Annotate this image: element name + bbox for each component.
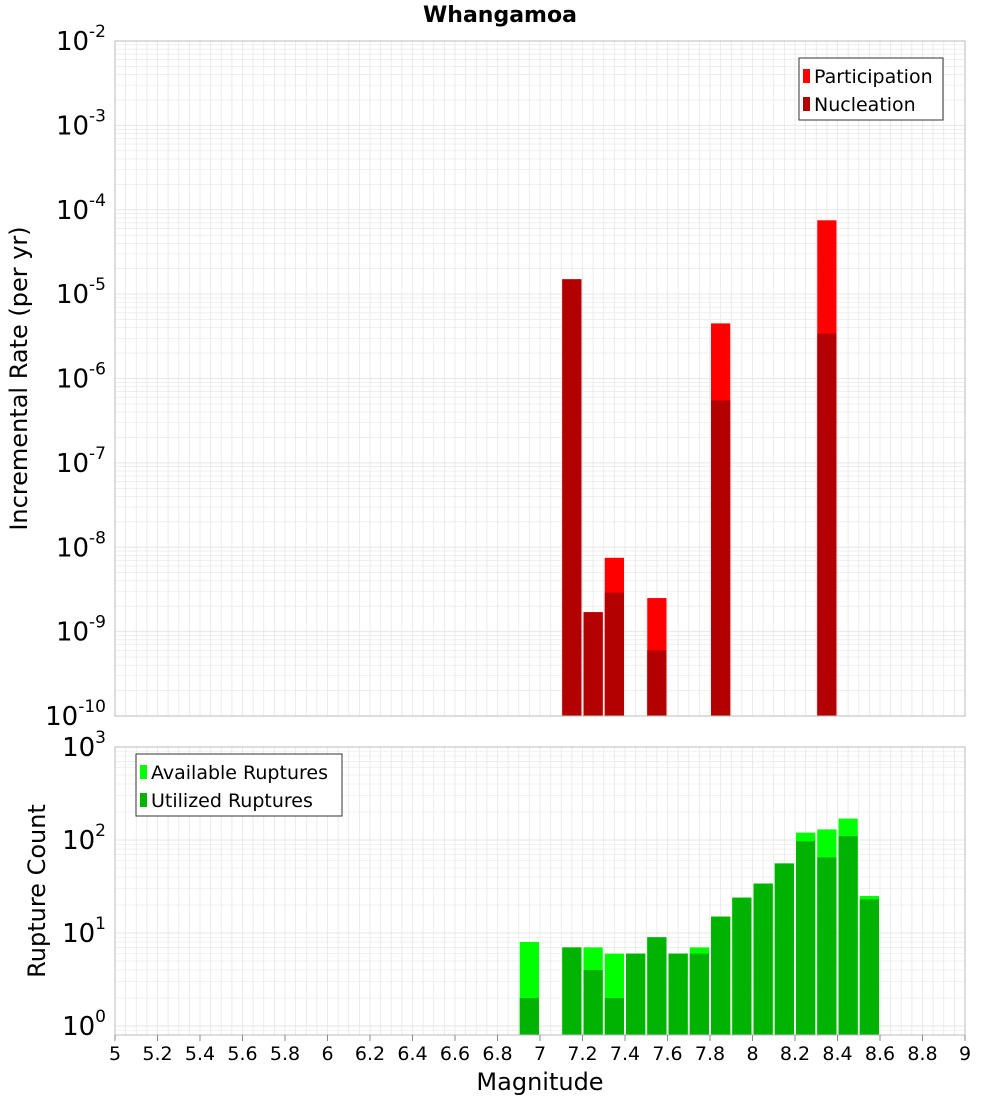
x-tick-label: 5.8 (270, 1043, 300, 1065)
x-ticks: 5 5.2 5.4 5.6 5.8 6 6.2 6.4 6.6 6.8 7 7.2 7.4 7.6 7.8 8… (109, 1035, 971, 1065)
x-tick-label: 5.6 (227, 1043, 257, 1065)
y-tick-label: 102 (62, 821, 106, 856)
legend-label: Participation (814, 66, 933, 88)
legend-swatch (140, 793, 147, 807)
bar-utilized-ruptures (711, 916, 731, 1035)
legend-label: Nucleation (814, 94, 916, 116)
bar-utilized-ruptures (519, 997, 539, 1035)
top-grid (114, 41, 966, 717)
bar-nucleation (604, 592, 624, 716)
bar-utilized-ruptures (604, 997, 624, 1035)
y-tick-label: 10-6 (56, 360, 106, 395)
x-tick-label: 8.4 (822, 1043, 852, 1065)
x-tick-label: 6.2 (355, 1043, 385, 1065)
legend-swatch (803, 69, 810, 83)
x-tick-label: 7.4 (610, 1043, 640, 1065)
y-tick-label: 100 (62, 1007, 106, 1042)
bar-utilized-ruptures (562, 947, 582, 1035)
x-tick-label: 7 (534, 1043, 546, 1065)
y-tick-label: 10-10 (45, 697, 106, 732)
legend-box (798, 57, 944, 121)
legend-label: Available Ruptures (151, 762, 328, 784)
x-tick-label: 8 (746, 1043, 758, 1065)
bar-utilized-ruptures (732, 897, 752, 1035)
top-y-ticks: 10-2 10-3 10-4 10-5 10-6 10-7 10-8 10-9 10-10 (45, 22, 106, 732)
x-axis-label: Magnitude (476, 1068, 603, 1096)
y-tick-label: 10-2 (56, 22, 106, 57)
bar-nucleation (562, 279, 582, 716)
y-tick-label: 10-8 (56, 528, 106, 563)
x-tick-label: 6.8 (482, 1043, 512, 1065)
bar-utilized-ruptures (859, 899, 879, 1035)
y-tick-label: 10-5 (56, 275, 106, 310)
bottom-bars (519, 818, 879, 1035)
x-tick-label: 8.8 (907, 1043, 937, 1065)
y-tick-label: 103 (62, 728, 106, 763)
y-tick-label: 10-7 (56, 444, 106, 479)
bottom-plot: 103 102 101 100 Rupture Count 5 5.2 5.4 5.6 5.8… (23, 728, 971, 1096)
bottom-y-axis-label: Rupture Count (23, 804, 51, 978)
x-tick-label: 6.4 (397, 1043, 427, 1065)
bar-utilized-ruptures (626, 953, 646, 1035)
x-tick-label: 7.6 (652, 1043, 682, 1065)
bar-nucleation (711, 400, 731, 716)
top-legend: Participation Nucleation (798, 57, 944, 121)
legend-box (135, 753, 343, 817)
bottom-y-ticks: 103 102 101 100 (62, 728, 106, 1042)
bar-utilized-ruptures (753, 883, 773, 1035)
x-tick-label: 6 (321, 1043, 333, 1065)
x-tick-label: 6.6 (440, 1043, 470, 1065)
x-tick-label: 5.4 (185, 1043, 215, 1065)
x-tick-label: 9 (959, 1043, 971, 1065)
x-tick-label: 8.2 (780, 1043, 810, 1065)
x-tick-label: 7.8 (695, 1043, 725, 1065)
top-bars (562, 220, 837, 717)
legend-swatch (140, 765, 147, 779)
bar-utilized-ruptures (647, 937, 667, 1035)
y-tick-label: 10-9 (56, 613, 106, 648)
top-plot-frame (114, 40, 966, 717)
bar-nucleation (583, 612, 603, 716)
y-tick-label: 10-3 (56, 106, 106, 141)
chart-title: Whangamoa (423, 3, 577, 28)
bottom-legend: Available Ruptures Utilized Ruptures (135, 753, 343, 817)
bar-utilized-ruptures (796, 841, 816, 1035)
x-tick-label: 7.2 (567, 1043, 597, 1065)
bar-utilized-ruptures (774, 863, 794, 1035)
legend-swatch (803, 97, 810, 111)
bar-utilized-ruptures (689, 953, 709, 1035)
legend-label: Utilized Ruptures (151, 790, 313, 812)
top-y-axis-label: Incremental Rate (per yr) (5, 226, 33, 530)
x-tick-label: 8.6 (865, 1043, 895, 1065)
x-tick-label: 5.2 (142, 1043, 172, 1065)
bar-utilized-ruptures (668, 953, 688, 1035)
bar-utilized-ruptures (583, 969, 603, 1035)
bar-utilized-ruptures (817, 857, 837, 1035)
x-tick-label: 5 (109, 1043, 121, 1065)
bar-utilized-ruptures (838, 836, 858, 1035)
y-tick-label: 101 (62, 914, 106, 949)
y-tick-label: 10-4 (56, 191, 106, 226)
top-plot: 10-2 10-3 10-4 10-5 10-6 10-7 10-8 10-9 10-10 In… (5, 22, 966, 732)
bar-nucleation (647, 650, 667, 716)
bar-nucleation (817, 333, 837, 716)
